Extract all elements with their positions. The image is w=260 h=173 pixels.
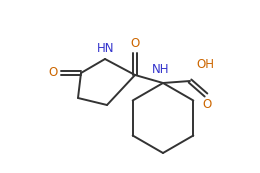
Text: O: O: [130, 37, 140, 50]
Text: O: O: [202, 98, 212, 111]
Text: HN: HN: [97, 42, 115, 55]
Text: OH: OH: [196, 58, 214, 71]
Text: O: O: [49, 66, 58, 80]
Text: NH: NH: [152, 63, 170, 76]
